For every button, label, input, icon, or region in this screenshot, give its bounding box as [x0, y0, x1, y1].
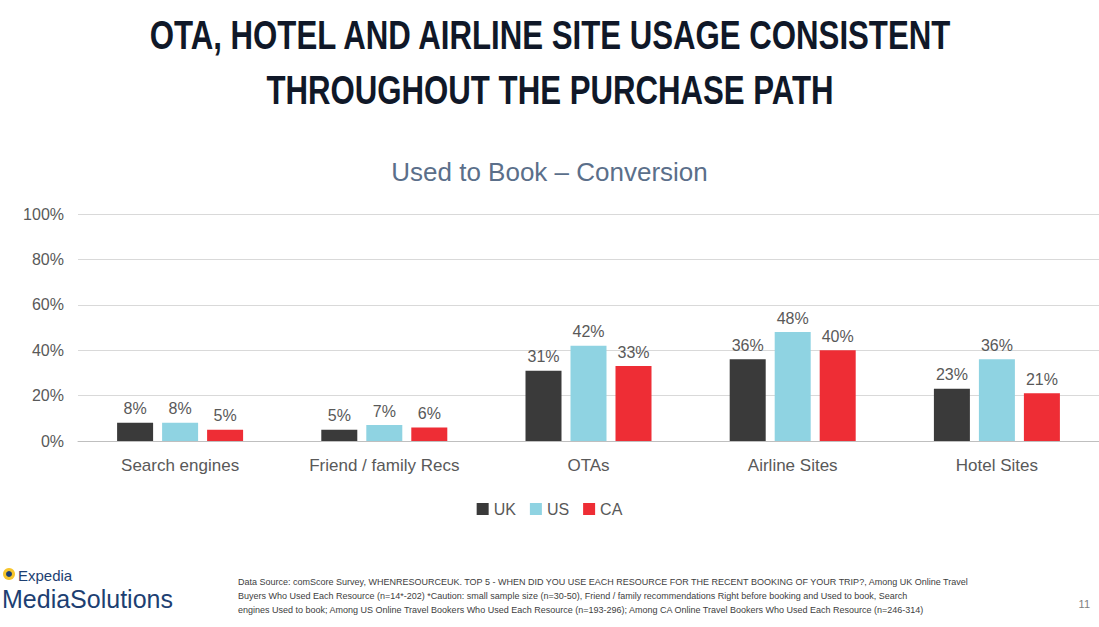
svg-text:Used to Book – Conversion: Used to Book – Conversion: [391, 157, 708, 187]
svg-text:Data Source: comScore Survey,: Data Source: comScore Survey, WHENRESOUR…: [238, 577, 968, 587]
svg-text:31%: 31%: [527, 348, 559, 365]
svg-text:THROUGHOUT THE PURCHASE PATH: THROUGHOUT THE PURCHASE PATH: [266, 69, 833, 114]
svg-text:7%: 7%: [373, 403, 396, 420]
svg-text:80%: 80%: [32, 251, 64, 268]
svg-text:8%: 8%: [169, 400, 192, 417]
svg-text:6%: 6%: [418, 405, 441, 422]
svg-text:33%: 33%: [617, 344, 649, 361]
svg-text:Search engines: Search engines: [121, 456, 239, 475]
svg-text:36%: 36%: [732, 337, 764, 354]
svg-text:engines Used to book; Among US: engines Used to book; Among US Online Tr…: [238, 605, 923, 615]
svg-text:8%: 8%: [124, 400, 147, 417]
svg-text:OTAs: OTAs: [567, 456, 609, 475]
svg-text:Buyers Who Used Each Resource: Buyers Who Used Each Resource (n=14*-202…: [238, 591, 907, 601]
svg-text:0%: 0%: [41, 433, 64, 450]
svg-text:US: US: [547, 501, 569, 518]
svg-text:40%: 40%: [32, 342, 64, 359]
svg-text:Friend / family Recs: Friend / family Recs: [309, 456, 459, 475]
svg-text:Hotel Sites: Hotel Sites: [956, 456, 1038, 475]
svg-text:42%: 42%: [572, 323, 604, 340]
svg-text:UK: UK: [494, 501, 517, 518]
svg-text:5%: 5%: [214, 407, 237, 424]
svg-text:23%: 23%: [936, 366, 968, 383]
svg-text:Airline Sites: Airline Sites: [748, 456, 838, 475]
svg-text:CA: CA: [600, 501, 623, 518]
svg-text:21%: 21%: [1026, 371, 1058, 388]
svg-text:20%: 20%: [32, 387, 64, 404]
svg-text:40%: 40%: [822, 328, 854, 345]
svg-text:MediaSolutions: MediaSolutions: [2, 585, 173, 613]
svg-text:36%: 36%: [981, 337, 1013, 354]
svg-text:OTA, HOTEL AND AIRLINE SITE US: OTA, HOTEL AND AIRLINE SITE USAGE CONSIS…: [150, 14, 951, 59]
svg-text:Expedia: Expedia: [18, 567, 73, 584]
svg-text:11: 11: [1079, 598, 1090, 610]
svg-text:60%: 60%: [32, 296, 64, 313]
svg-text:48%: 48%: [777, 310, 809, 327]
svg-text:100%: 100%: [23, 206, 64, 223]
svg-text:5%: 5%: [328, 407, 351, 424]
